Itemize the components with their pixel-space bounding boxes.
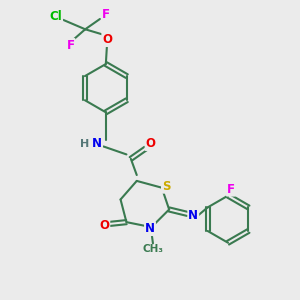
Text: S: S bbox=[162, 180, 170, 193]
Text: O: O bbox=[102, 33, 112, 46]
Text: O: O bbox=[146, 137, 156, 150]
Text: O: O bbox=[99, 219, 110, 232]
Text: N: N bbox=[92, 137, 102, 150]
Text: F: F bbox=[227, 183, 235, 196]
Text: CH₃: CH₃ bbox=[142, 244, 164, 254]
Text: N: N bbox=[145, 222, 155, 235]
Text: Cl: Cl bbox=[50, 10, 62, 22]
Text: H: H bbox=[80, 139, 89, 148]
Text: F: F bbox=[67, 39, 74, 52]
Text: N: N bbox=[188, 209, 198, 222]
Text: F: F bbox=[102, 8, 110, 21]
